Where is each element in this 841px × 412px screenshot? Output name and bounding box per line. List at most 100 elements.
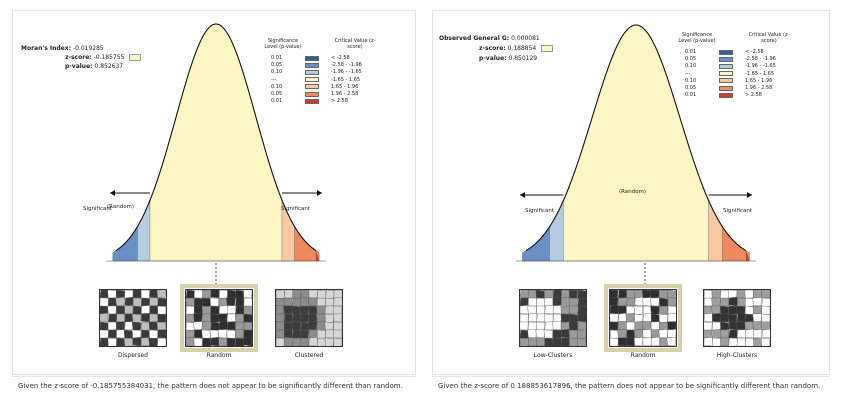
legend-z-range: 1.65 - 1.96 — [745, 77, 773, 84]
map-polygon — [745, 305, 754, 316]
map-polygon — [552, 290, 563, 299]
map-polygon — [308, 297, 318, 307]
map-polygon — [528, 297, 537, 307]
conclusion-text: Given the z-score of -0.185755384031, th… — [18, 382, 403, 390]
map-polygon — [520, 321, 529, 331]
map-label-random: Random — [206, 352, 232, 359]
map-polygon — [736, 313, 747, 323]
map-polygon — [116, 329, 125, 339]
legend-swatch — [719, 63, 733, 69]
map-polygon — [324, 337, 334, 346]
map-polygon — [642, 313, 653, 323]
map-polygon — [235, 305, 245, 315]
map-polygon — [712, 328, 722, 339]
map-polygon — [210, 337, 220, 346]
map-random — [604, 284, 682, 352]
map-polygon — [149, 297, 159, 307]
map-polygon — [667, 321, 676, 331]
legend-p-value: 0.10 — [685, 63, 697, 70]
legend-p-value: --- — [271, 76, 277, 83]
map-polygon — [124, 305, 134, 315]
map-polygon — [300, 313, 310, 323]
region-random — [149, 23, 283, 262]
map-polygon — [704, 329, 713, 339]
map-polygon — [141, 312, 150, 323]
clustered-pattern-icon — [276, 290, 342, 346]
legend-swatch — [305, 62, 319, 68]
general-g-report-panel: Observed General G: 0.000081 z-score: 0.… — [432, 10, 830, 375]
map-polygon — [132, 290, 142, 299]
conclusion-text: Given the z-score of 0.188853617896, the… — [438, 382, 821, 390]
map-polygon — [544, 313, 554, 323]
legend-z-range: -1.96 - -1.65 — [745, 63, 776, 70]
p-value: 0.850129 — [508, 55, 538, 62]
map-polygon — [577, 305, 586, 315]
map-polygon — [276, 305, 285, 315]
map-polygon — [235, 290, 245, 300]
map-polygon — [658, 328, 668, 339]
map-polygon — [107, 305, 117, 315]
map-polygon — [332, 305, 342, 316]
map-polygon — [744, 321, 754, 331]
map-polygon — [618, 337, 627, 346]
legend-swatch — [305, 69, 319, 75]
map-polygon — [131, 313, 142, 323]
map-polygon — [194, 290, 203, 299]
map-polygon — [157, 305, 166, 315]
legend-z-range: -2.58 - -1.96 — [745, 56, 776, 63]
map-polygon — [300, 337, 310, 346]
map-polygon — [324, 321, 334, 331]
map-polygon — [617, 321, 627, 331]
map-polygon — [317, 290, 327, 299]
map-polygon — [641, 321, 652, 331]
map-polygon — [234, 329, 244, 339]
map-polygon — [642, 297, 652, 307]
map-high-clusters — [703, 289, 771, 347]
map-polygon — [209, 297, 220, 307]
legend-swatch — [719, 85, 733, 91]
normal-curve-graphic — [106, 23, 326, 287]
map-polygon — [666, 337, 676, 346]
map-polygon — [536, 337, 545, 346]
map-polygon — [617, 305, 627, 315]
map-polygon — [536, 313, 546, 323]
curve-outline — [115, 23, 317, 252]
legend-p-value: 0.05 — [271, 91, 283, 97]
map-polygon — [107, 321, 117, 331]
map-polygon — [100, 337, 110, 346]
map-polygon — [568, 290, 578, 299]
legend-swatch — [305, 84, 319, 90]
map-polygon — [116, 337, 126, 346]
map-polygon — [186, 305, 195, 315]
map-polygon — [193, 305, 203, 315]
map-polygon — [520, 290, 530, 299]
map-polygon — [116, 305, 125, 315]
map-clustered — [275, 289, 343, 347]
map-polygon — [626, 321, 635, 331]
map-polygon — [736, 321, 746, 331]
map-polygon — [728, 305, 738, 315]
map-polygon — [569, 321, 578, 331]
map-polygon — [201, 320, 211, 331]
map-polygon — [658, 313, 668, 323]
map-polygon — [202, 290, 212, 299]
legend-swatch — [719, 78, 733, 84]
legend-p-value: 0.05 — [685, 85, 697, 91]
map-polygon — [210, 321, 220, 332]
map-polygon — [217, 329, 228, 339]
map-polygon — [544, 297, 554, 307]
map-polygon — [761, 290, 770, 299]
map-random — [180, 284, 258, 352]
random-label: (Random) — [107, 204, 135, 210]
map-polygon — [527, 305, 537, 315]
legend-swatch — [719, 92, 733, 98]
map-polygon — [543, 290, 554, 299]
map-polygon — [218, 337, 228, 346]
moran-report-panel: Moran's Index: -0.019285 z-score: -0.185… — [12, 10, 416, 375]
separator — [432, 376, 830, 377]
map-low-clusters — [519, 289, 587, 347]
legend-z-range: > 2.58 — [331, 98, 348, 105]
map-label-high-clusters: High-Clusters — [716, 352, 758, 359]
map-polygon — [552, 296, 562, 307]
map-polygon — [141, 337, 150, 346]
